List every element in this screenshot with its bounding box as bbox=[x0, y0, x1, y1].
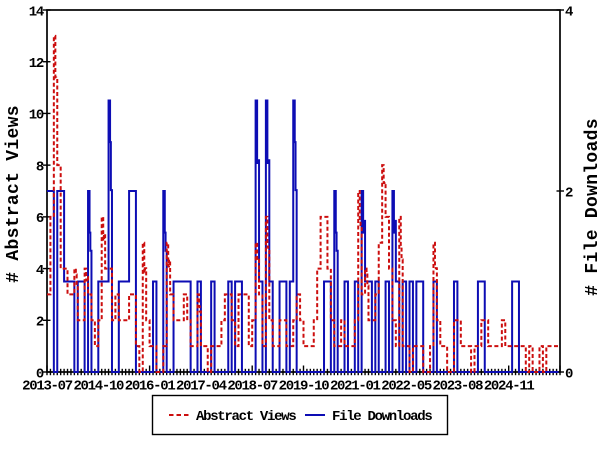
svg-text:14: 14 bbox=[29, 4, 44, 20]
svg-text:2016-01: 2016-01 bbox=[125, 379, 176, 395]
svg-text:4: 4 bbox=[565, 4, 573, 20]
svg-text:12: 12 bbox=[29, 56, 44, 72]
svg-text:2019-10: 2019-10 bbox=[279, 379, 330, 395]
svg-text:# Abstract Views: # Abstract Views bbox=[4, 105, 24, 283]
svg-text:4: 4 bbox=[36, 263, 44, 279]
svg-text:6: 6 bbox=[36, 211, 44, 227]
svg-text:2014-10: 2014-10 bbox=[73, 379, 124, 395]
svg-text:0: 0 bbox=[565, 366, 573, 382]
svg-text:2: 2 bbox=[36, 315, 44, 331]
svg-text:2022-05: 2022-05 bbox=[381, 379, 432, 395]
svg-text:Abstract Views: Abstract Views bbox=[196, 409, 296, 425]
svg-text:10: 10 bbox=[29, 108, 44, 124]
svg-text:2024-11: 2024-11 bbox=[484, 379, 535, 395]
svg-text:2023-08: 2023-08 bbox=[433, 379, 484, 395]
svg-text:2017-04: 2017-04 bbox=[176, 379, 227, 395]
svg-text:# File Downloads: # File Downloads bbox=[583, 118, 600, 296]
svg-text:2: 2 bbox=[565, 185, 573, 201]
svg-text:8: 8 bbox=[36, 159, 44, 175]
svg-text:0: 0 bbox=[36, 366, 44, 382]
svg-text:File Downloads: File Downloads bbox=[332, 409, 432, 425]
svg-text:2013-07: 2013-07 bbox=[22, 379, 73, 395]
svg-text:2018-07: 2018-07 bbox=[227, 379, 278, 395]
svg-text:2021-01: 2021-01 bbox=[330, 379, 381, 395]
